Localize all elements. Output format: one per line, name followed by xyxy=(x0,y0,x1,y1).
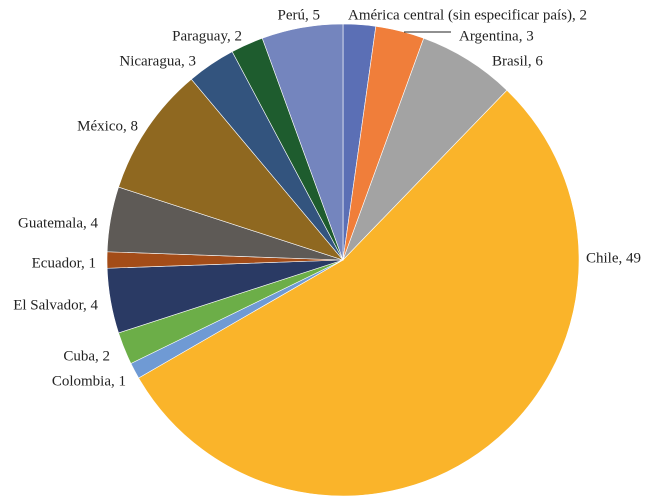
pie-slice-chile xyxy=(138,89,580,497)
data-label-chile: Chile, 49 xyxy=(586,250,641,266)
pie-slice-peru xyxy=(261,23,344,261)
data-labels: América central (sin especificar país), … xyxy=(13,7,641,389)
pie-slices xyxy=(106,23,580,497)
data-label-cuba: Cuba, 2 xyxy=(63,348,110,364)
data-label-nicaragua: Nicaragua, 3 xyxy=(119,53,196,69)
data-label-el-salvador: El Salvador, 4 xyxy=(13,297,98,313)
data-label-colombia: Colombia, 1 xyxy=(52,373,126,389)
data-label-america-central-sin-especificar-pais: América central (sin especificar país), … xyxy=(348,7,587,23)
data-label-peru: Perú, 5 xyxy=(278,7,321,23)
data-label-brasil: Brasil, 6 xyxy=(492,53,543,69)
data-label-mexico: México, 8 xyxy=(77,118,138,134)
pie-slice-mexico xyxy=(118,78,344,261)
data-label-paraguay: Paraguay, 2 xyxy=(172,28,242,44)
data-label-argentina: Argentina, 3 xyxy=(459,28,534,44)
data-label-ecuador: Ecuador, 1 xyxy=(32,255,96,271)
data-label-guatemala: Guatemala, 4 xyxy=(18,215,98,231)
